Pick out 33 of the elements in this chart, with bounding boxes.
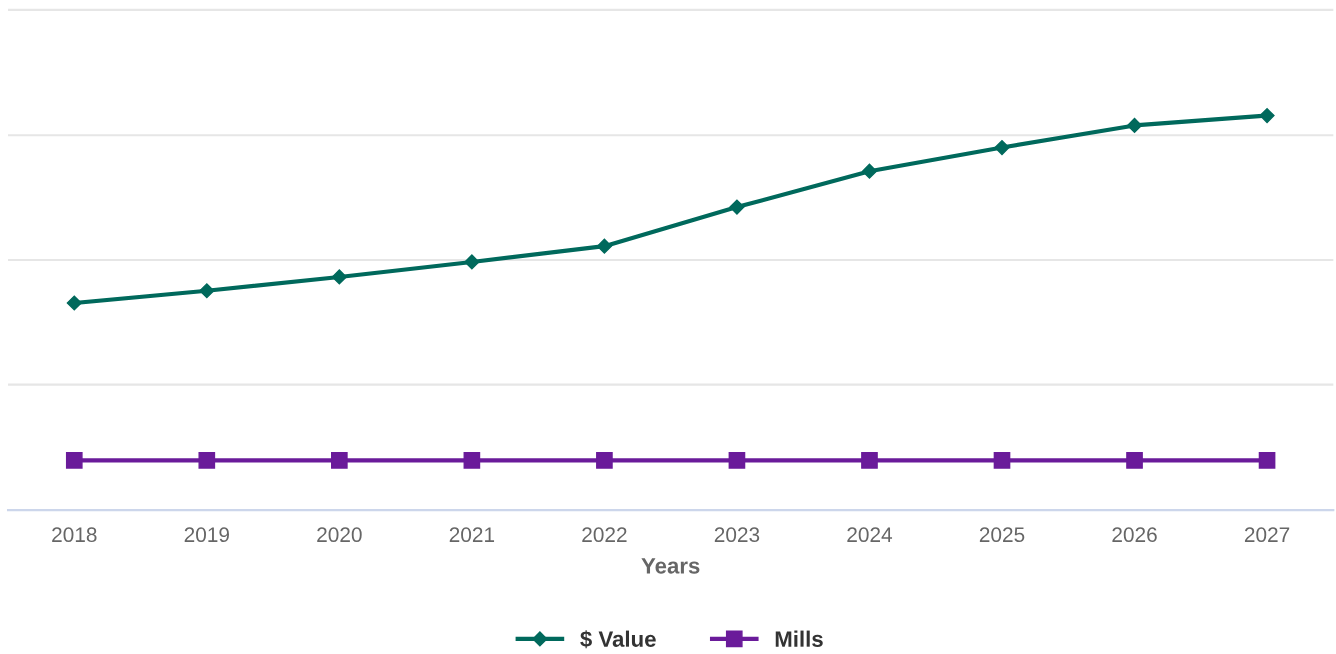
point — [199, 283, 215, 299]
x-axis-title: Years — [641, 558, 700, 574]
point — [1126, 452, 1143, 469]
point — [331, 269, 347, 285]
x-tick-label: 2026 — [1112, 527, 1157, 543]
point — [1259, 108, 1275, 124]
point — [861, 452, 878, 469]
point — [1258, 452, 1276, 469]
point — [1126, 117, 1143, 134]
point — [728, 452, 746, 469]
point — [861, 163, 878, 179]
x-tick-label: 2023 — [714, 527, 760, 543]
point — [596, 452, 613, 469]
point — [198, 452, 216, 469]
point — [596, 238, 612, 254]
x-tick-label: 2027 — [1244, 527, 1290, 543]
x-tick-label: 2022 — [582, 527, 627, 543]
point — [65, 452, 83, 469]
x-tick-label: 2021 — [449, 527, 495, 543]
x-tick-label: 2025 — [979, 527, 1025, 543]
point — [66, 295, 82, 311]
point — [331, 452, 348, 469]
point — [729, 199, 745, 215]
point — [463, 452, 481, 469]
point — [994, 139, 1010, 156]
x-tick-label: 2024 — [847, 527, 893, 543]
legend-label: Mills — [775, 630, 823, 647]
point — [993, 452, 1011, 469]
legend-label: $ Value — [580, 630, 656, 649]
point — [464, 254, 480, 270]
x-tick-label: 2018 — [52, 527, 97, 543]
x-tick-label: 2020 — [317, 527, 362, 543]
x-tick-label: 2019 — [184, 527, 229, 543]
